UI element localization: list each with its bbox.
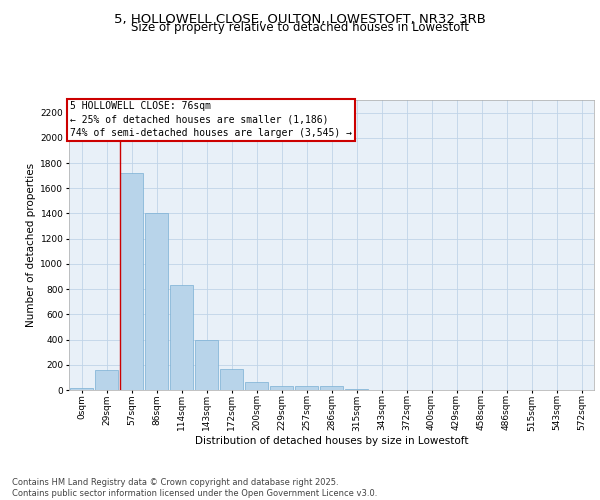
Bar bbox=[95, 370, 118, 390]
Text: 5, HOLLOWELL CLOSE, OULTON, LOWESTOFT, NR32 3RB: 5, HOLLOWELL CLOSE, OULTON, LOWESTOFT, N… bbox=[114, 12, 486, 26]
Bar bbox=[295, 386, 318, 390]
Bar bbox=[245, 382, 268, 390]
Y-axis label: Number of detached properties: Number of detached properties bbox=[26, 163, 36, 327]
Bar bbox=[170, 284, 193, 390]
Text: Size of property relative to detached houses in Lowestoft: Size of property relative to detached ho… bbox=[131, 22, 469, 35]
Bar bbox=[220, 369, 243, 390]
Bar bbox=[320, 386, 343, 390]
Bar bbox=[145, 214, 168, 390]
Text: 5 HOLLOWELL CLOSE: 76sqm
← 25% of detached houses are smaller (1,186)
74% of sem: 5 HOLLOWELL CLOSE: 76sqm ← 25% of detach… bbox=[70, 102, 352, 138]
X-axis label: Distribution of detached houses by size in Lowestoft: Distribution of detached houses by size … bbox=[195, 436, 468, 446]
Bar bbox=[195, 340, 218, 390]
Bar bbox=[120, 173, 143, 390]
Text: Contains HM Land Registry data © Crown copyright and database right 2025.
Contai: Contains HM Land Registry data © Crown c… bbox=[12, 478, 377, 498]
Bar bbox=[70, 388, 93, 390]
Bar bbox=[270, 386, 293, 390]
